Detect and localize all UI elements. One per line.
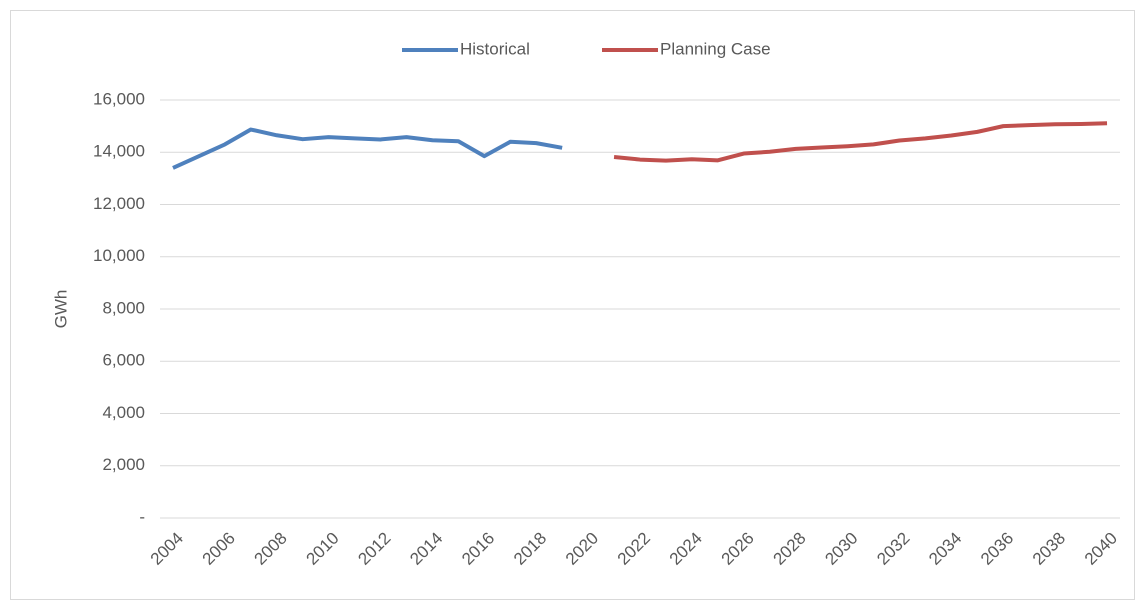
data-line xyxy=(613,121,1108,163)
y-tick-label: 10,000 xyxy=(93,246,145,265)
y-tick-label: - xyxy=(139,507,145,526)
legend-label: Planning Case xyxy=(660,39,771,58)
chart-border xyxy=(10,10,1135,600)
legend-label: Historical xyxy=(460,39,530,58)
y-tick-label: 14,000 xyxy=(93,142,145,161)
y-tick-label: 12,000 xyxy=(93,194,145,213)
y-axis-title: GWh xyxy=(51,290,70,329)
y-tick-label: 6,000 xyxy=(102,351,145,370)
data-line xyxy=(172,127,563,170)
y-tick-label: 16,000 xyxy=(93,89,145,108)
y-tick-label: 8,000 xyxy=(102,298,145,317)
y-tick-label: 4,000 xyxy=(102,403,145,422)
y-tick-label: 2,000 xyxy=(102,455,145,474)
